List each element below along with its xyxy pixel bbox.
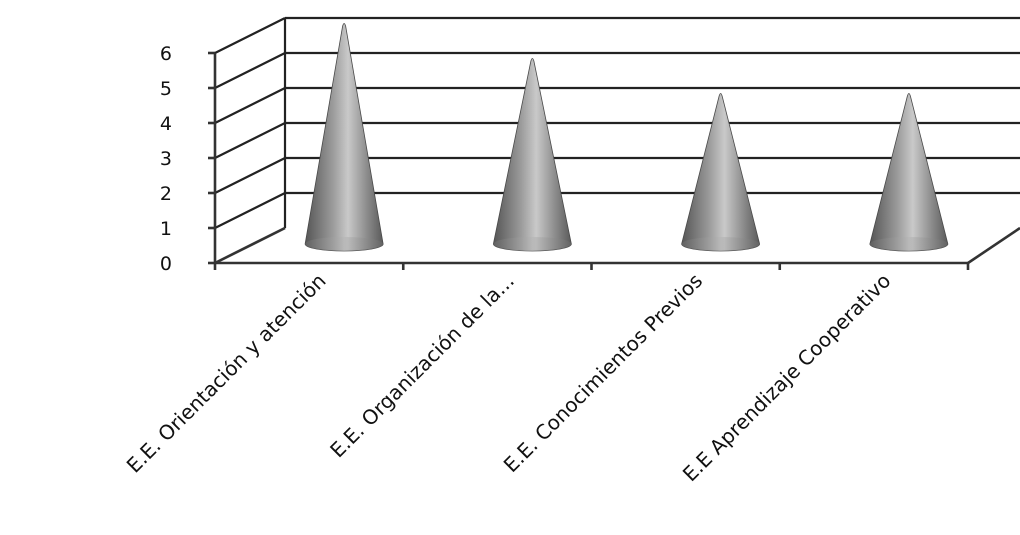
side-gridline	[214, 157, 286, 194]
cone-base	[681, 237, 760, 251]
side-gridline	[214, 192, 286, 229]
cone-body	[869, 93, 949, 252]
x-category-label: E.E. Organización de la...	[325, 269, 519, 463]
floor-left-edge	[214, 226, 286, 265]
floor-right-edge	[967, 226, 1020, 265]
y-tick-label: 3	[160, 148, 172, 170]
cone-base	[869, 237, 948, 251]
side-gridline	[214, 122, 286, 159]
y-tick-label: 4	[160, 113, 172, 135]
cone-body	[304, 23, 384, 252]
y-axis-tick-labels: 0 1 2 3 4 5 6	[160, 43, 172, 275]
cone-bar	[304, 23, 384, 252]
side-gridline	[214, 17, 286, 54]
cone-base	[305, 237, 384, 251]
cone-bar	[681, 93, 761, 252]
y-tick-label: 5	[160, 78, 172, 100]
x-category-label: E.E. Orientación y atención	[122, 269, 331, 478]
cone-body	[681, 93, 761, 252]
axes	[208, 51, 1020, 270]
x-category-label: E.E Aprendizaje Cooperativo	[678, 269, 896, 487]
gridlines	[214, 16, 1020, 264]
y-tick-label: 2	[160, 183, 172, 205]
y-tick-label: 0	[160, 253, 172, 275]
cones	[304, 23, 949, 252]
y-tick-label: 6	[160, 43, 172, 65]
cone-bar	[492, 58, 572, 252]
side-gridline	[214, 52, 286, 89]
cone-base	[493, 237, 572, 251]
x-category-label: E.E. Conocimientos Previos	[499, 269, 707, 477]
cone-bar	[869, 93, 949, 252]
y-tick-label: 1	[160, 218, 172, 240]
side-gridline	[214, 87, 286, 124]
